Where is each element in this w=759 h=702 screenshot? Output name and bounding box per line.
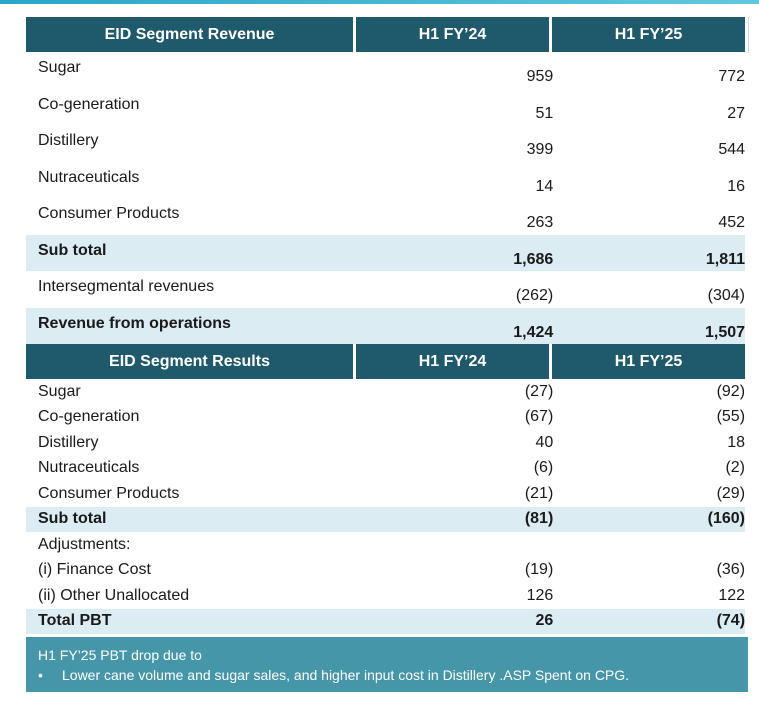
value-h1fy24: 26: [535, 612, 554, 630]
revenue-row-intersegmental: Intersegmental revenues (262) (304): [26, 271, 745, 308]
value-h1fy25: 27: [727, 104, 746, 122]
value-h1fy25: (55): [716, 408, 746, 426]
row-label: Nutraceuticals: [38, 168, 140, 186]
note-bullet-item: • Lower cane volume and sugar sales, and …: [38, 667, 629, 683]
results-header-h1fy25: H1 FY’25: [552, 344, 745, 379]
results-row-consumer-products: Consumer Products (21) (29): [26, 481, 745, 507]
value-h1fy24: 126: [526, 586, 554, 604]
segment-results-table: EID Segment Results H1 FY’24 H1 FY’25 Su…: [26, 344, 745, 634]
value-h1fy24: (21): [524, 484, 554, 502]
value-h1fy25: 544: [718, 141, 746, 158]
value-h1fy24: (19): [524, 561, 554, 579]
row-label: Adjustments:: [38, 535, 131, 553]
results-row-adjustments: Adjustments:: [26, 532, 745, 558]
value-h1fy25: (92): [716, 382, 746, 400]
row-label: Sugar: [38, 59, 81, 76]
results-header-label: EID Segment Results: [26, 344, 353, 379]
revenue-row-cogeneration: Co-generation 51 27: [26, 89, 745, 126]
results-row-finance-cost: (i) Finance Cost (19) (36): [26, 558, 745, 584]
segment-revenue-table: EID Segment Revenue H1 FY’24 H1 FY’25 Su…: [26, 17, 745, 344]
revenue-row-revenue-from-operations: Revenue from operations 1,424 1,507: [26, 307, 746, 344]
pbt-note-box: H1 FY’25 PBT drop due to • Lower cane vol…: [26, 637, 748, 692]
value-h1fy24: (81): [524, 510, 554, 528]
top-accent-line: [0, 0, 759, 4]
value-h1fy25: 122: [718, 586, 746, 604]
value-h1fy24: 399: [526, 141, 554, 158]
value-h1fy25: (160): [707, 510, 746, 528]
value-h1fy25: (2): [725, 459, 746, 477]
value-h1fy25: (29): [716, 484, 746, 502]
row-label: (ii) Other Unallocated: [38, 586, 190, 604]
value-h1fy24: (262): [515, 287, 554, 304]
row-label: Sub total: [38, 241, 107, 259]
results-row-other-unallocated: (ii) Other Unallocated 126 122: [26, 583, 745, 609]
row-label: (i) Finance Cost: [38, 561, 151, 579]
results-row-total-pbt: Total PBT 26 (74): [26, 608, 746, 634]
value-h1fy25: (36): [716, 561, 746, 579]
revenue-row-subtotal: Sub total 1,686 1,811: [26, 234, 746, 271]
row-label: Intersegmental revenues: [38, 278, 215, 295]
value-h1fy24: (67): [524, 408, 554, 426]
revenue-header-h1fy24: H1 FY’24: [356, 17, 549, 52]
value-h1fy24: 1,424: [513, 323, 554, 341]
value-h1fy25: 452: [718, 214, 746, 231]
results-header-h1fy24: H1 FY’24: [356, 344, 549, 379]
results-row-cogeneration: Co-generation (67) (55): [26, 405, 745, 431]
results-row-subtotal: Sub total (81) (160): [26, 506, 746, 532]
revenue-row-nutraceuticals: Nutraceuticals 14 16: [26, 162, 745, 199]
row-label: Distillery: [38, 433, 99, 451]
row-label: Revenue from operations: [38, 314, 231, 332]
results-row-nutraceuticals: Nutraceuticals (6) (2): [26, 456, 745, 482]
value-h1fy25: 772: [718, 68, 746, 85]
value-h1fy24: (27): [524, 382, 554, 400]
note-text: Lower cane volume and sugar sales, and h…: [62, 667, 630, 683]
revenue-header-h1fy25: H1 FY’25: [552, 17, 745, 52]
row-label: Sugar: [38, 382, 81, 400]
results-row-distillery: Distillery 40 18: [26, 430, 745, 456]
value-h1fy24: 14: [535, 177, 554, 195]
revenue-header-row: EID Segment Revenue H1 FY’24 H1 FY’25: [26, 17, 745, 52]
row-label: Co-generation: [38, 95, 140, 113]
revenue-row-consumer-products: Consumer Products 263 452: [26, 198, 745, 235]
row-label: Consumer Products: [38, 205, 180, 222]
adjacent-panel-edge: [748, 17, 759, 53]
revenue-row-sugar: Sugar 959 772: [26, 52, 745, 89]
value-h1fy25: (74): [716, 612, 746, 630]
results-row-sugar: Sugar (27) (92): [26, 379, 745, 405]
row-label: Distillery: [38, 132, 99, 149]
row-label: Consumer Products: [38, 484, 180, 502]
note-title: H1 FY’25 PBT drop due to: [38, 647, 202, 663]
value-h1fy25: (304): [707, 287, 746, 304]
value-h1fy24: 40: [535, 433, 554, 451]
value-h1fy24: 51: [535, 104, 554, 122]
value-h1fy24: 959: [526, 68, 554, 85]
value-h1fy24: (6): [533, 459, 554, 477]
results-header-row: EID Segment Results H1 FY’24 H1 FY’25: [26, 344, 745, 379]
revenue-header-label: EID Segment Revenue: [26, 17, 353, 52]
revenue-row-distillery: Distillery 399 544: [26, 125, 745, 162]
value-h1fy25: 18: [727, 433, 746, 451]
value-h1fy25: 1,811: [705, 250, 746, 268]
row-label: Total PBT: [38, 612, 112, 630]
row-label: Nutraceuticals: [38, 459, 140, 477]
bullet-icon: •: [38, 667, 43, 683]
value-h1fy24: 263: [526, 214, 554, 231]
row-label: Co-generation: [38, 408, 140, 426]
value-h1fy25: 1,507: [704, 323, 746, 341]
row-label: Sub total: [38, 510, 107, 528]
value-h1fy24: 1,686: [513, 250, 554, 268]
value-h1fy25: 16: [727, 177, 746, 195]
